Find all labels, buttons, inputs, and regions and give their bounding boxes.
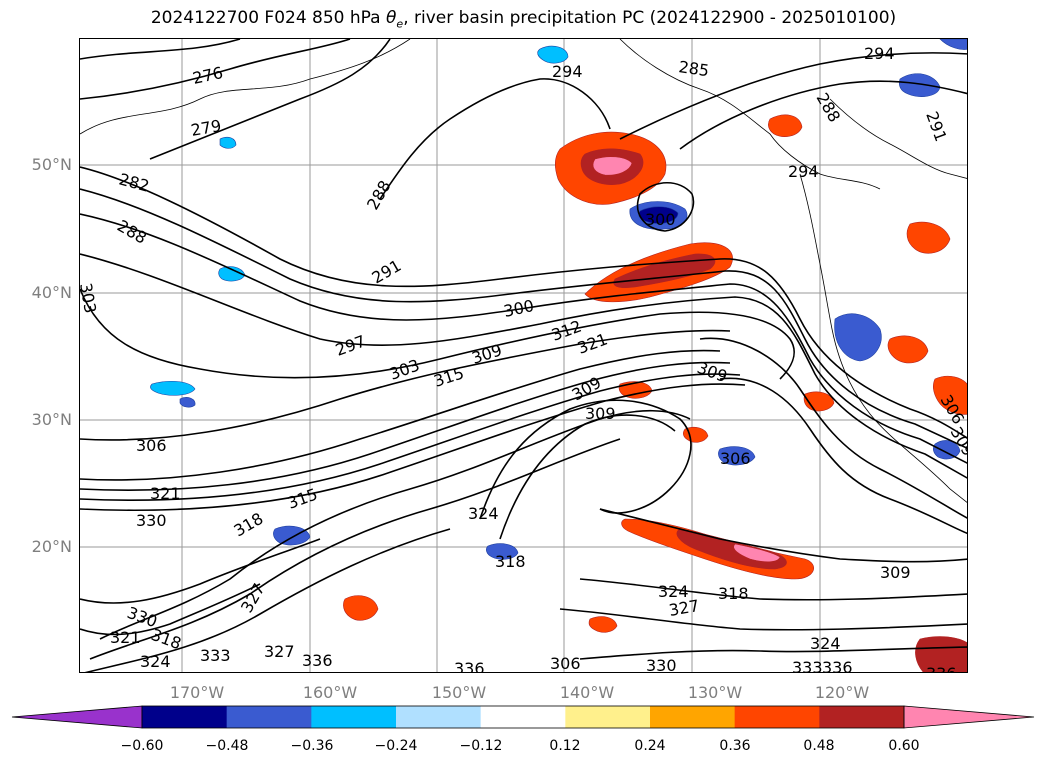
blue-blob-2 — [834, 313, 882, 362]
graticule — [80, 39, 967, 672]
contour-label: 276 — [191, 63, 225, 88]
lon-label-150w: 150°W — [431, 683, 487, 702]
contour-label: 306 — [550, 654, 581, 673]
contour-label: 303 — [387, 355, 422, 383]
colorbar-tick: −0.12 — [459, 738, 503, 754]
contour-label: 291 — [922, 109, 950, 144]
colorbar-cell — [226, 706, 312, 728]
contour-label: 321 — [110, 628, 141, 647]
lon-label-120w: 120°W — [814, 683, 870, 702]
theta-subscript: e — [396, 17, 404, 31]
title-prefix: 2024122700 F024 850 hPa — [150, 8, 386, 28]
lat-label-30n: 30°N — [31, 410, 72, 429]
contour-label: 315 — [285, 484, 320, 512]
contour-label: 291 — [369, 256, 405, 288]
contour-label: 309 — [569, 373, 605, 405]
lon-label-160w: 160°W — [302, 683, 358, 702]
contour-label: 336 — [926, 664, 957, 673]
lat-label-40n: 40°N — [31, 283, 72, 302]
colorbar-tick: 0.24 — [634, 738, 666, 754]
contour-label: 336 — [302, 651, 333, 670]
title-suffix: , river basin precipitation PC (20241229… — [403, 8, 897, 28]
contour-label: 327 — [667, 596, 700, 620]
contour-label: 309 — [585, 404, 616, 423]
contour-label: 297 — [333, 331, 368, 359]
theta-e-contours — [80, 39, 967, 672]
colorbar-tick: −0.24 — [374, 738, 418, 754]
contour-label: 288 — [813, 90, 845, 126]
contour-label: 309 — [880, 563, 911, 582]
contour-label: 285 — [677, 57, 710, 80]
contour-label: 300 — [645, 210, 676, 229]
contour-label: 294 — [552, 62, 583, 81]
contour-label: 294 — [864, 44, 895, 63]
contour-label: 324 — [468, 504, 499, 523]
colorbar: −0.60 −0.48 −0.36 −0.24 −0.12 0.12 0.24 … — [0, 700, 1047, 760]
contour-label: 309 — [469, 340, 504, 368]
map-title: 2024122700 F024 850 hPa θe, river basin … — [0, 8, 1047, 30]
contour-label: 282 — [117, 170, 151, 196]
colorbar-tick: −0.60 — [120, 738, 164, 754]
colorbar-tick: −0.36 — [290, 738, 334, 754]
colorbar-cell — [142, 706, 228, 728]
colorbar-cell — [396, 706, 482, 728]
lon-label-170w: 170°W — [169, 683, 225, 702]
contour-label: 321 — [150, 484, 181, 503]
colorbar-tick: −0.48 — [205, 738, 249, 754]
contour-label: 303 — [80, 281, 100, 314]
colorbar-outline — [141, 705, 905, 729]
map-panel: 276 279 282 285 288 288 288 291 291 294 … — [79, 38, 968, 673]
colorbar-cell — [734, 706, 820, 728]
contour-label: 279 — [189, 116, 222, 140]
contour-label: 324 — [810, 634, 841, 653]
colorbar-tick: 0.60 — [888, 738, 920, 754]
contour-label: 336 — [454, 659, 485, 673]
colorbar-cell — [480, 706, 566, 728]
contour-label: 330 — [646, 656, 677, 673]
colorbar-tick: 0.12 — [549, 738, 581, 754]
map-canvas: 276 279 282 285 288 288 288 291 291 294 … — [80, 39, 967, 673]
lon-label-130w: 130°W — [687, 683, 743, 702]
contour-label: 306 — [720, 449, 751, 468]
contour-label: 318 — [231, 509, 267, 541]
contour-label: 330 — [125, 603, 160, 631]
lat-label-20n: 20°N — [31, 537, 72, 556]
lon-label-140w: 140°W — [559, 683, 615, 702]
contour-label: 318 — [718, 584, 749, 603]
contour-label: 333 — [200, 646, 231, 665]
negative-shading — [150, 39, 967, 560]
colorbar-graphic — [11, 705, 1035, 729]
contour-label: 288 — [114, 216, 150, 248]
contour-label: 327 — [264, 642, 295, 661]
colorbar-extend-max — [903, 705, 1035, 729]
colorbar-cell — [650, 706, 736, 728]
theta-symbol: θ — [386, 8, 397, 28]
contour-label: 306 — [136, 436, 167, 455]
colorbar-tick: 0.48 — [803, 738, 835, 754]
colorbar-cell — [311, 706, 397, 728]
colorbar-extend-min — [11, 705, 143, 729]
contour-label: 300 — [502, 296, 536, 321]
colorbar-cell — [819, 706, 905, 728]
lat-label-50n: 50°N — [31, 155, 72, 174]
contour-label: 324 — [658, 582, 689, 601]
contour-label: 324 — [140, 652, 171, 671]
positive-shading — [343, 114, 967, 672]
contour-label: 294 — [788, 162, 819, 181]
colorbar-tick: 0.36 — [719, 738, 751, 754]
contour-label: 333 — [792, 658, 823, 673]
colorbar-cell — [565, 706, 651, 728]
contour-label: 330 — [136, 511, 167, 530]
contour-label: 318 — [495, 552, 526, 571]
contour-label: 288 — [363, 177, 395, 213]
colorbar-cells — [11, 705, 1035, 729]
contour-label: 336 — [822, 658, 853, 673]
